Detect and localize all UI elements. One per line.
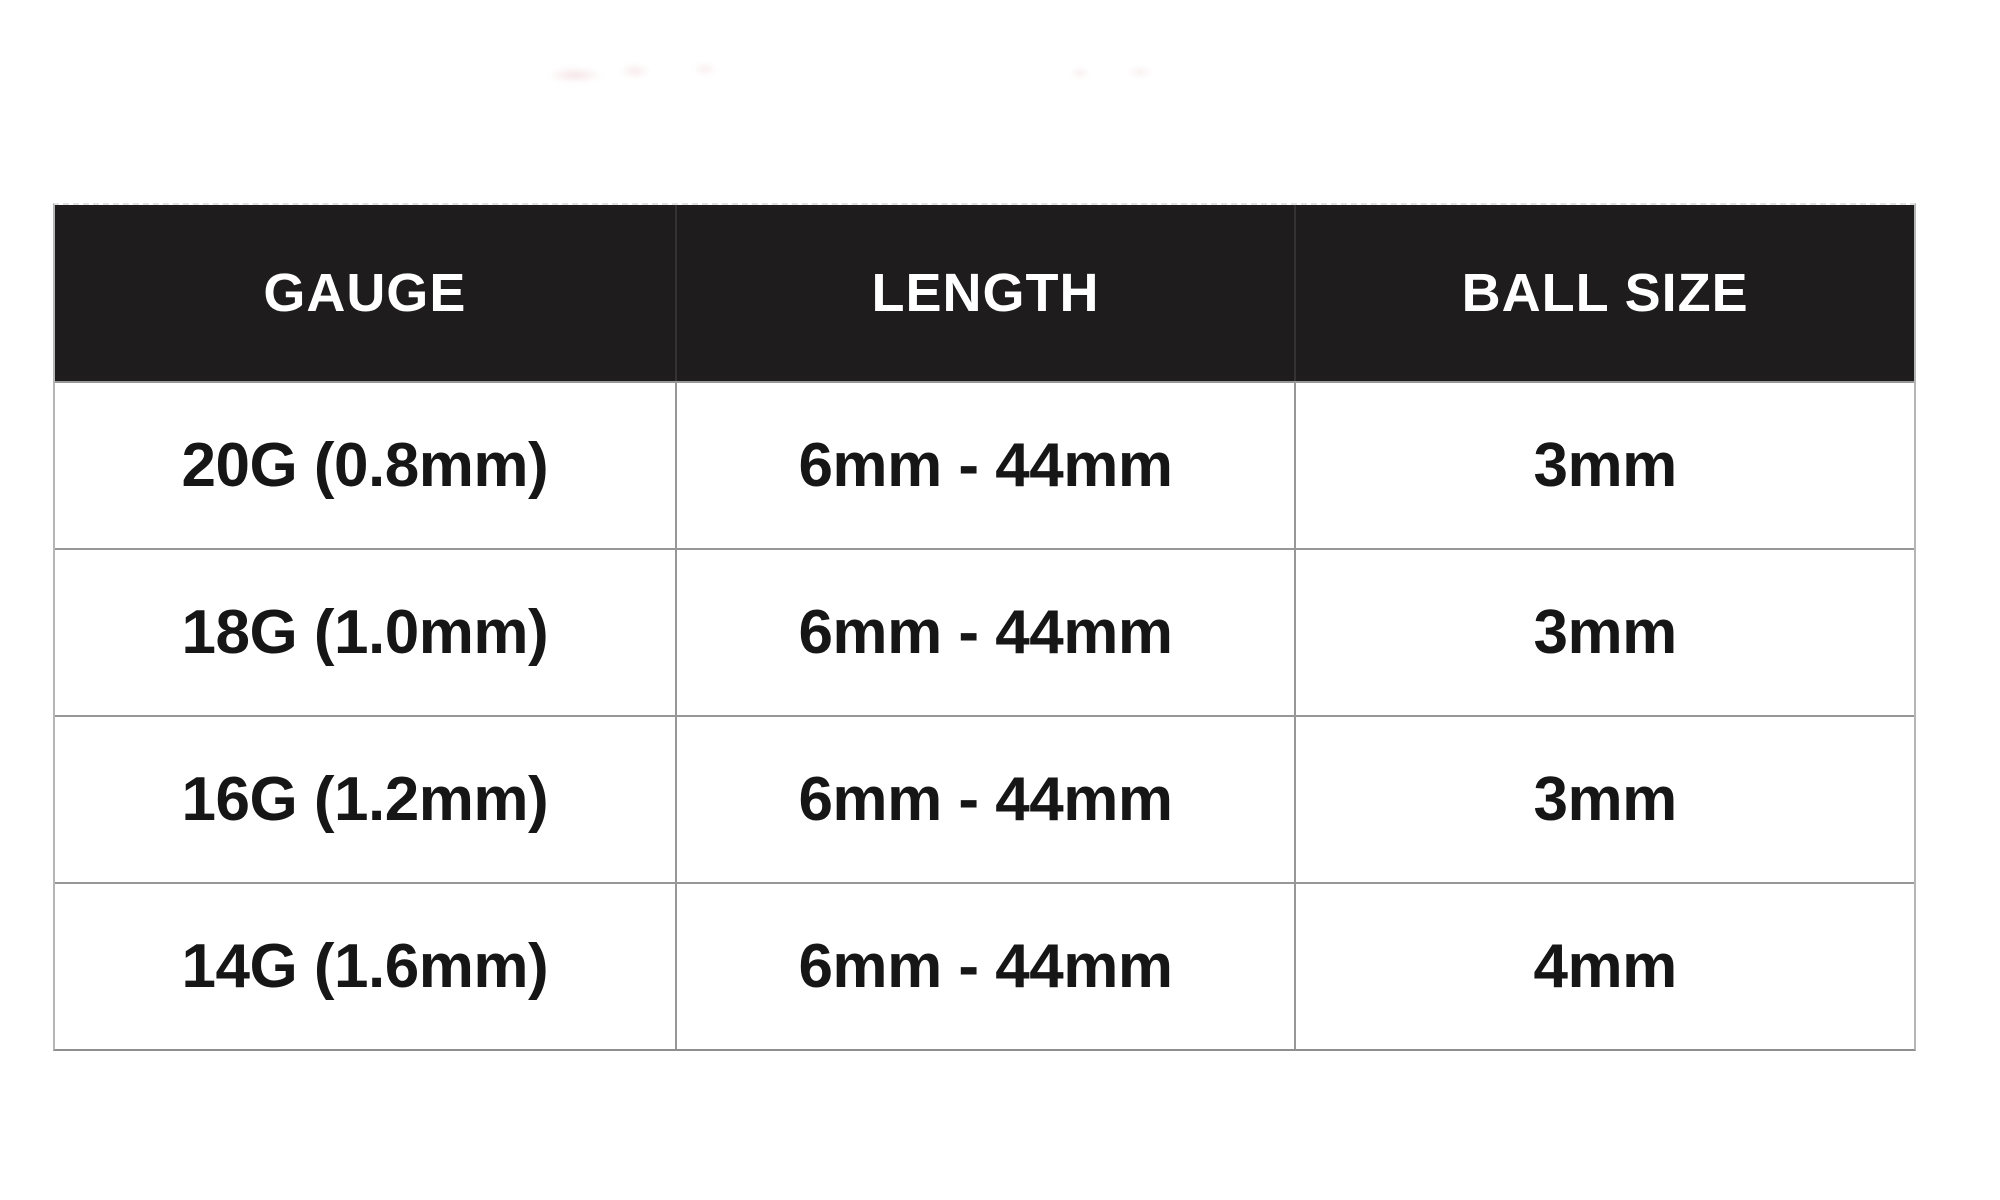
cell-ball-size: 3mm bbox=[1294, 381, 1914, 548]
gauge-length-ballsize-table: GAUGE LENGTH BALL SIZE 20G (0.8mm) 6mm -… bbox=[55, 205, 1914, 1049]
header-row: GAUGE LENGTH BALL SIZE bbox=[55, 205, 1914, 381]
faint-watermark-secondary bbox=[1055, 58, 1175, 88]
column-header-length: LENGTH bbox=[674, 205, 1295, 381]
table-row: 14G (1.6mm) 6mm - 44mm 4mm bbox=[55, 882, 1914, 1049]
cell-length: 6mm - 44mm bbox=[674, 381, 1295, 548]
size-chart-table: GAUGE LENGTH BALL SIZE 20G (0.8mm) 6mm -… bbox=[53, 203, 1916, 1051]
faint-watermark bbox=[540, 55, 760, 89]
cell-gauge: 20G (0.8mm) bbox=[55, 381, 675, 548]
cell-gauge: 14G (1.6mm) bbox=[55, 882, 675, 1049]
table-body: 20G (0.8mm) 6mm - 44mm 3mm 18G (1.0mm) 6… bbox=[55, 381, 1914, 1049]
cell-length: 6mm - 44mm bbox=[674, 715, 1295, 882]
cell-length: 6mm - 44mm bbox=[674, 882, 1295, 1049]
column-header-gauge: GAUGE bbox=[55, 205, 675, 381]
column-header-ball-size: BALL SIZE bbox=[1294, 205, 1914, 381]
cell-ball-size: 3mm bbox=[1294, 548, 1914, 715]
table-row: 18G (1.0mm) 6mm - 44mm 3mm bbox=[55, 548, 1914, 715]
table-row: 16G (1.2mm) 6mm - 44mm 3mm bbox=[55, 715, 1914, 882]
table-row: 20G (0.8mm) 6mm - 44mm 3mm bbox=[55, 381, 1914, 548]
cell-ball-size: 4mm bbox=[1294, 882, 1914, 1049]
cell-ball-size: 3mm bbox=[1294, 715, 1914, 882]
table-header: GAUGE LENGTH BALL SIZE bbox=[55, 205, 1914, 381]
cell-gauge: 18G (1.0mm) bbox=[55, 548, 675, 715]
cell-length: 6mm - 44mm bbox=[674, 548, 1295, 715]
cell-gauge: 16G (1.2mm) bbox=[55, 715, 675, 882]
